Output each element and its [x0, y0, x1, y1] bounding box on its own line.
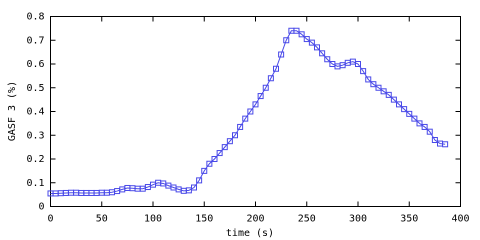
point-marker	[365, 76, 372, 83]
x-tick-label: 100	[144, 214, 162, 225]
point-marker	[283, 37, 290, 44]
point-marker	[221, 144, 228, 151]
y-tick-label: 0.1	[26, 178, 44, 189]
point-marker	[324, 56, 331, 63]
point-marker	[242, 115, 249, 122]
x-tick-label: 150	[195, 214, 213, 225]
y-tick-label: 0.3	[26, 130, 44, 141]
x-tick-label: 400	[451, 214, 469, 225]
x-tick-label: 350	[400, 214, 418, 225]
y-tick-label: 0.6	[26, 59, 44, 70]
point-marker	[380, 88, 387, 95]
x-tick-label: 0	[47, 214, 53, 225]
point-marker	[385, 91, 392, 98]
x-tick-label: 250	[298, 214, 316, 225]
x-tick-label: 200	[246, 214, 264, 225]
point-marker	[206, 160, 213, 167]
point-marker	[406, 110, 413, 117]
point-marker	[390, 96, 397, 103]
y-tick-label: 0.5	[26, 83, 44, 94]
point-marker	[293, 27, 300, 34]
series-line	[50, 30, 446, 194]
x-tick-label: 300	[349, 214, 367, 225]
plot-frame	[50, 16, 461, 207]
point-marker	[421, 123, 428, 130]
point-marker	[247, 108, 254, 115]
point-marker	[314, 44, 320, 51]
x-tick-label: 50	[96, 214, 108, 225]
y-axis-label: GASF 3 (%)	[7, 81, 18, 141]
point-marker	[319, 50, 326, 57]
point-marker	[278, 51, 285, 58]
point-marker	[262, 84, 269, 91]
point-marker	[411, 115, 418, 122]
y-tick-label: 0.7	[26, 35, 44, 46]
point-marker	[226, 138, 233, 145]
y-tick-label: 0	[38, 202, 44, 213]
point-marker	[370, 81, 377, 88]
point-marker	[252, 101, 259, 108]
point-marker	[196, 177, 203, 184]
point-marker	[211, 156, 218, 162]
point-marker	[401, 106, 408, 113]
point-marker	[308, 39, 315, 46]
point-marker	[375, 84, 382, 91]
point-marker	[442, 141, 449, 148]
point-marker	[273, 65, 279, 72]
y-tick-label: 0.4	[26, 107, 44, 118]
y-tick-label: 0.2	[26, 154, 44, 165]
y-tick-label: 0.8	[26, 12, 44, 23]
point-marker	[257, 93, 264, 100]
point-marker	[201, 167, 208, 174]
point-marker	[267, 75, 274, 82]
point-marker	[431, 137, 438, 143]
point-marker	[232, 132, 238, 139]
point-marker	[298, 31, 305, 38]
point-marker	[396, 101, 402, 108]
point-marker	[216, 150, 223, 157]
x-axis-label: time (s)	[226, 228, 274, 239]
point-marker	[360, 68, 367, 75]
point-marker	[237, 123, 244, 130]
point-marker	[416, 120, 423, 127]
point-marker	[355, 61, 361, 67]
point-marker	[303, 36, 310, 43]
point-marker	[426, 128, 433, 135]
point-marker	[191, 184, 197, 191]
